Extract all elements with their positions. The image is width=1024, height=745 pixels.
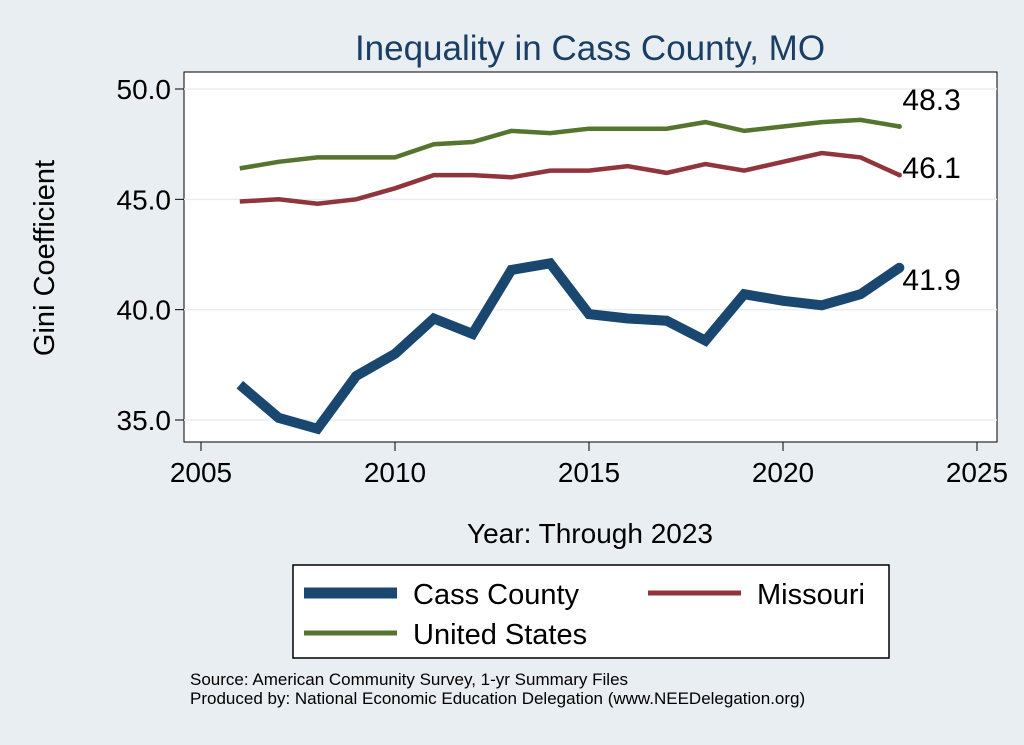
series-line-united-states: [239, 117, 900, 171]
legend: Cass County Missouri United States: [292, 564, 890, 659]
end-label-missouri: 46.1: [902, 152, 960, 185]
x-tick-label: 2015: [558, 457, 620, 488]
legend-label-cass-county: Cass County: [413, 579, 580, 611]
x-tick-label: 2025: [946, 457, 1008, 488]
legend-label-united-states: United States: [413, 619, 587, 651]
legend-box: [292, 564, 890, 659]
plot-area: [183, 71, 998, 443]
source-note: Source: American Community Survey, 1-yr …: [190, 670, 805, 708]
source-line: Source: American Community Survey, 1-yr …: [190, 670, 629, 689]
series-end-marker-cass-county: [894, 262, 905, 273]
legend-label-missouri: Missouri: [757, 579, 865, 611]
y-tick-label: 45.0: [117, 184, 172, 215]
series-line-cass-county: [236, 257, 903, 435]
y-tick-label: 40.0: [117, 295, 172, 326]
series-end-marker-united-states: [896, 124, 902, 130]
chart-title: Inequality in Cass County, MO: [355, 29, 825, 68]
y-tick-label: 35.0: [117, 405, 172, 436]
y-axis-label: Gini Coefficient: [29, 160, 61, 356]
series-line-missouri: [239, 150, 901, 206]
series-end-marker-missouri: [896, 172, 902, 178]
producer-line: Produced by: National Economic Education…: [190, 689, 806, 708]
end-label-cass-county: 41.9: [902, 264, 960, 297]
y-tick-label: 50.0: [117, 74, 172, 105]
end-label-united-states: 48.3: [902, 84, 960, 117]
x-tick-label: 2005: [170, 457, 232, 488]
x-axis-label: Year: Through 2023: [467, 518, 713, 549]
x-tick-label: 2010: [364, 457, 426, 488]
x-tick-label: 2020: [752, 457, 814, 488]
